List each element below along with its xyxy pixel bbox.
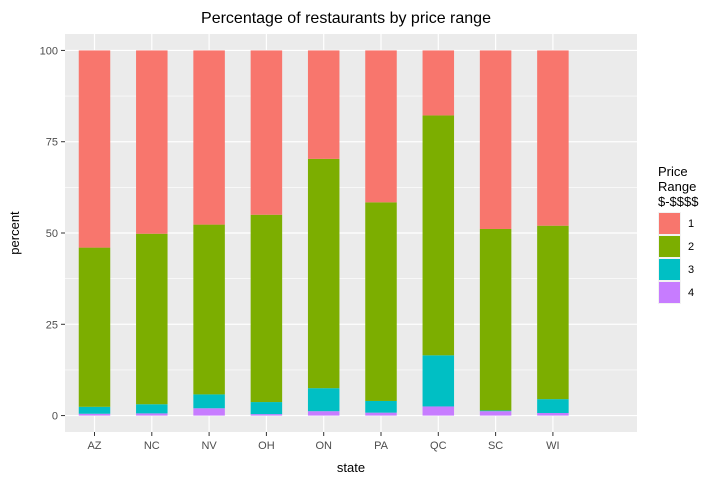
legend-label: 1 xyxy=(688,218,694,230)
bar-segment-sc-price-4 xyxy=(479,411,512,416)
bar-segment-oh-price-3 xyxy=(250,402,283,415)
bar-segment-az-price-3 xyxy=(78,406,111,414)
bar-segment-oh-price-4 xyxy=(250,414,283,416)
y-axis-title: percent xyxy=(7,211,22,255)
legend-title-line: Price xyxy=(658,164,688,179)
legend-key-swatch xyxy=(659,213,680,234)
x-tick-label: AZ xyxy=(87,440,101,452)
bar-segment-on-price-2 xyxy=(307,158,340,389)
bars xyxy=(78,50,569,416)
bar-segment-nv-price-4 xyxy=(193,408,225,416)
bar-segment-nv-price-2 xyxy=(193,224,225,395)
legend-label: 4 xyxy=(688,287,694,299)
legend-key-swatch xyxy=(659,259,680,280)
legend-key-swatch xyxy=(659,236,680,257)
bar-segment-nc-price-3 xyxy=(136,404,168,414)
x-axis-title: state xyxy=(337,460,365,475)
bar-segment-wi-price-1 xyxy=(537,50,569,226)
bar-segment-qc-price-4 xyxy=(422,406,455,416)
bar-segment-nv-price-1 xyxy=(193,50,225,225)
y-tick-label: 75 xyxy=(46,137,58,149)
bar-segment-on-price-3 xyxy=(307,388,340,412)
legend: Price Range $-$$$$ 1 2 3 4 xyxy=(658,164,699,304)
bar-segment-pa-price-2 xyxy=(365,202,397,401)
bar-segment-on-price-1 xyxy=(307,50,340,159)
bar-segment-nc-price-2 xyxy=(136,233,168,405)
x-tick-label: QC xyxy=(430,440,447,452)
y-tick-label: 25 xyxy=(46,319,58,331)
bar-segment-nv-price-3 xyxy=(193,394,225,409)
x-tick-label: WI xyxy=(546,440,559,452)
legend-title-line: $-$$$$ xyxy=(658,194,699,209)
bar-segment-wi-price-4 xyxy=(537,413,569,416)
bar-segment-nc-price-1 xyxy=(136,50,168,234)
bar-segment-qc-price-1 xyxy=(422,50,455,116)
bar-segment-qc-price-3 xyxy=(422,355,455,407)
bar-segment-on-price-4 xyxy=(307,411,340,416)
x-tick-label: SC xyxy=(488,440,503,452)
bar-segment-oh-price-1 xyxy=(250,50,283,215)
legend-label: 2 xyxy=(688,241,694,253)
y-tick-label: 0 xyxy=(52,411,58,423)
x-tick-label: NC xyxy=(144,440,160,452)
bar-segment-wi-price-2 xyxy=(537,225,569,400)
bar-segment-sc-price-1 xyxy=(479,50,512,229)
chart-title: Percentage of restaurants by price range xyxy=(201,10,491,27)
bar-segment-sc-price-3 xyxy=(479,410,512,412)
bar-segment-pa-price-1 xyxy=(365,50,397,203)
y-axis: 0 25 50 75 100 xyxy=(40,45,65,423)
bar-segment-pa-price-4 xyxy=(365,412,397,416)
bar-segment-wi-price-3 xyxy=(537,399,569,414)
bar-segment-sc-price-2 xyxy=(479,228,512,411)
bar-segment-az-price-1 xyxy=(78,50,111,248)
x-tick-label: NV xyxy=(201,440,217,452)
bar-segment-oh-price-2 xyxy=(250,214,283,403)
legend-title-line: Range xyxy=(658,179,696,194)
bar-segment-az-price-2 xyxy=(78,247,111,407)
y-tick-label: 100 xyxy=(40,45,58,57)
x-tick-label: OH xyxy=(258,440,275,452)
bar-segment-az-price-4 xyxy=(78,413,111,416)
legend-key-swatch xyxy=(659,282,680,303)
y-tick-label: 50 xyxy=(46,228,58,240)
bar-segment-pa-price-3 xyxy=(365,400,397,413)
legend-label: 3 xyxy=(688,264,694,276)
bar-segment-qc-price-2 xyxy=(422,115,455,356)
x-tick-label: ON xyxy=(315,440,332,452)
x-axis: AZ NC NV OH ON PA QC SC WI xyxy=(87,432,560,452)
x-tick-label: PA xyxy=(374,440,389,452)
bar-segment-nc-price-4 xyxy=(136,413,168,416)
